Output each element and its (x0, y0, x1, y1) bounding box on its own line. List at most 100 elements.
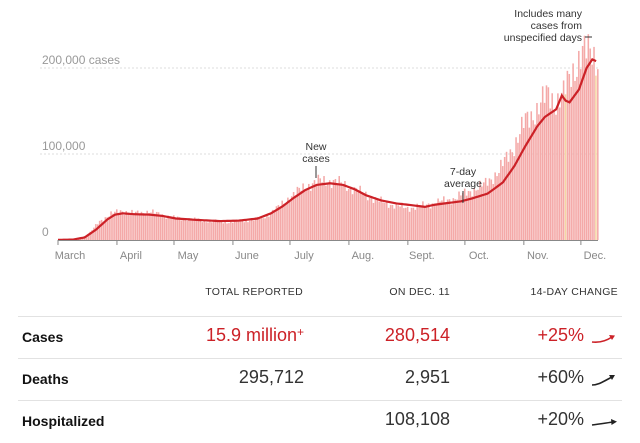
bar-day-44 (141, 212, 143, 240)
bar-day-71 (192, 219, 194, 240)
bar-day-280 (589, 49, 591, 240)
bar-day-73 (196, 220, 198, 240)
bar-day-134 (312, 183, 314, 240)
bar-day-248 (529, 128, 531, 240)
total-reported-value: 295,712 (239, 367, 304, 388)
bar-day-164 (369, 198, 371, 240)
bar-day-151 (344, 181, 346, 240)
bar-day-150 (342, 186, 344, 240)
bar-day-284 (597, 69, 599, 240)
bar-day-91 (230, 221, 232, 240)
bar-day-234 (502, 166, 504, 240)
bar-day-147 (337, 184, 339, 240)
bar-day-75 (200, 220, 202, 240)
bar-day-139 (321, 182, 323, 240)
bar-day-140 (323, 176, 325, 240)
bar-day-174 (388, 208, 390, 240)
bar-day-70 (190, 221, 192, 240)
bar-day-81 (211, 222, 213, 240)
bar-day-205 (447, 200, 449, 240)
y-tick-0: 0 (42, 225, 49, 239)
bar-day-247 (527, 112, 529, 240)
bar-day-149 (340, 182, 342, 240)
bar-day-165 (371, 197, 373, 240)
bar-day-183 (405, 208, 407, 240)
bar-day-169 (378, 202, 380, 240)
bar-day-163 (367, 200, 369, 240)
bar-day-182 (403, 208, 405, 240)
bar-day-189 (416, 204, 418, 240)
bar-day-67 (184, 220, 186, 240)
bar-day-78 (205, 222, 207, 240)
bar-day-243 (519, 134, 521, 240)
bar-day-69 (188, 218, 190, 240)
bar-day-156 (354, 187, 356, 240)
bar-day-278 (586, 58, 588, 240)
bar-day-219 (473, 188, 475, 240)
bar-day-152 (346, 191, 348, 240)
bar-day-128 (300, 191, 302, 240)
bar-day-106 (259, 219, 261, 240)
bar-day-57 (165, 219, 167, 240)
bar-day-162 (365, 192, 367, 240)
annotation-seven-day-line2: average (444, 178, 482, 190)
bar-day-230 (494, 172, 496, 240)
bar-day-120 (285, 203, 287, 240)
bar-day-51 (154, 214, 156, 240)
bar-day-117 (280, 207, 282, 240)
bar-day-49 (150, 213, 152, 240)
bar-day-277 (584, 36, 586, 240)
bar-day-166 (373, 203, 375, 240)
bar-day-56 (164, 217, 166, 240)
annotation-unspecified-line3: unspecified days (504, 32, 582, 44)
bar-day-202 (441, 200, 443, 240)
bar-day-37 (127, 213, 129, 240)
bar-day-255 (542, 86, 544, 240)
bar-day-88 (224, 221, 226, 240)
bar-day-257 (546, 85, 548, 240)
row-label: Hospitalized (22, 413, 104, 429)
annotation-seven-day-line1: 7-day (450, 166, 477, 178)
daily-value: 2,951 (405, 367, 450, 388)
bar-day-97 (241, 221, 243, 240)
bar-day-143 (329, 180, 331, 240)
bar-day-96 (240, 219, 242, 240)
bar-day-100 (247, 222, 249, 240)
x-tick-label-8: Nov. (527, 250, 549, 262)
bar-day-233 (500, 160, 502, 240)
bar-day-238 (510, 149, 512, 240)
bar-day-198 (434, 204, 436, 240)
bar-day-76 (202, 222, 204, 240)
row-cases: Cases 15.9 million+ 280,514 +25% (18, 316, 622, 359)
x-tick-label-6: Sept. (409, 250, 435, 262)
bar-day-229 (492, 184, 494, 240)
bar-day-83 (215, 219, 217, 240)
total-number: 15.9 million (206, 325, 297, 345)
bar-day-141 (325, 186, 327, 240)
annotation-new-cases-line2: cases (302, 153, 329, 165)
bar-day-153 (348, 189, 350, 240)
bar-day-256 (544, 103, 546, 240)
bar-day-45 (143, 213, 145, 240)
bar-day-263 (557, 93, 559, 240)
bar-day-239 (511, 152, 513, 240)
bar-day-65 (181, 220, 183, 240)
bar-day-40 (133, 214, 135, 240)
bar-day-93 (234, 220, 236, 240)
bar-day-95 (238, 222, 240, 240)
y-tick-200000: 200,000 cases (42, 53, 120, 67)
bar-day-43 (139, 215, 141, 240)
bar-day-62 (175, 219, 177, 240)
bar-day-282 (593, 47, 595, 240)
bar-day-48 (148, 213, 150, 240)
row-hospitalized: Hospitalized 108,108 +20% (18, 400, 622, 443)
bar-day-111 (268, 217, 270, 240)
bar-day-82 (213, 220, 215, 240)
bar-day-275 (580, 69, 582, 240)
bar-day-99 (245, 220, 247, 240)
bar-day-225 (485, 178, 487, 240)
bar-day-266 (563, 80, 565, 240)
bar-day-252 (536, 103, 538, 240)
bar-day-167 (375, 197, 377, 240)
bar-day-29 (112, 214, 114, 240)
